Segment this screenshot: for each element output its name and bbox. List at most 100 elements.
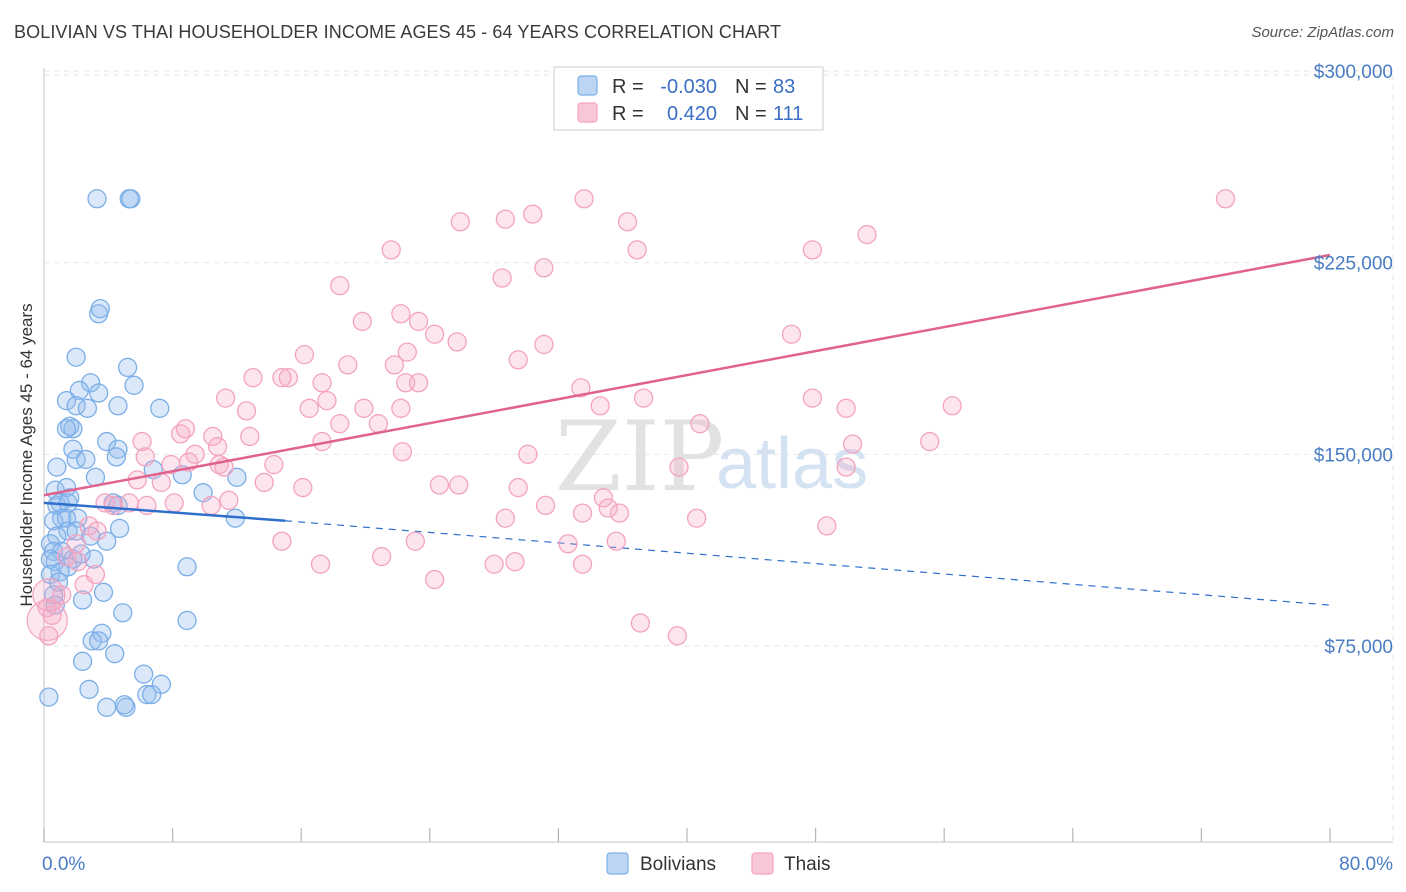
thais-point-100 xyxy=(505,552,525,572)
thais-point-92 xyxy=(558,534,578,554)
thais-point-18 xyxy=(447,332,467,352)
bolivians-point-71 xyxy=(89,631,109,651)
stats-legend-box xyxy=(553,66,824,131)
thais-point-79 xyxy=(201,495,221,516)
stats-legend: R = -0.030 N = 83 R = 0.420 N = 111 xyxy=(553,66,824,131)
bolivians-point-73 xyxy=(72,651,93,671)
thais-point-37 xyxy=(299,398,319,418)
thais-point-33 xyxy=(571,378,591,398)
thais-point-85 xyxy=(598,498,618,518)
thais-point-63 xyxy=(518,444,538,464)
legend-r-value-thais: 0.420 xyxy=(667,103,717,125)
legend-r-label-bolivians: R = xyxy=(612,76,644,98)
thais-point-97 xyxy=(68,552,88,572)
thais-point-84 xyxy=(572,503,593,523)
thais-point-52 xyxy=(920,431,940,452)
thais-point-55 xyxy=(185,444,205,464)
thais-point-21 xyxy=(294,345,315,365)
thais-point-67 xyxy=(151,472,171,493)
legend-swatch-bolivians xyxy=(577,75,598,96)
trend-lines-dashed xyxy=(285,520,1331,606)
bolivians-point-64 xyxy=(93,582,114,602)
bolivians-point-50 xyxy=(97,531,117,551)
thais-point-91 xyxy=(405,531,425,551)
bolivians-point-32 xyxy=(227,467,247,487)
legend-r-label-thais: R = xyxy=(612,103,644,125)
thais-point-5 xyxy=(617,212,638,232)
legend-r-value-bolivians: -0.030 xyxy=(660,76,717,98)
thais-point-82 xyxy=(609,503,630,523)
bottom-legend-label-thais: Thais xyxy=(784,854,830,875)
bolivians-point-78 xyxy=(142,684,162,705)
thais-point-3 xyxy=(495,209,516,229)
bolivians-point-4 xyxy=(90,299,110,319)
thais-point-8 xyxy=(627,240,647,260)
thais-point-16 xyxy=(424,324,445,344)
thais-point-41 xyxy=(836,398,856,418)
thais-point-22 xyxy=(338,355,358,375)
thais-point-71 xyxy=(449,475,469,495)
thais-point-73 xyxy=(593,488,614,508)
bolivians-point-61 xyxy=(177,557,197,577)
thais-point-96 xyxy=(56,546,77,567)
thais-point-51 xyxy=(842,434,863,454)
bolivians-point-67 xyxy=(113,603,133,623)
thais-point-87 xyxy=(817,516,837,536)
legend-n-label-thais: N = xyxy=(735,103,767,125)
bolivians-point-15 xyxy=(150,398,170,418)
bolivians-point-70 xyxy=(82,631,102,651)
thais-point-110 xyxy=(74,575,94,595)
thais-point-69 xyxy=(293,477,313,498)
thais-point-7 xyxy=(381,240,401,260)
thais-point-65 xyxy=(836,457,856,477)
thais-point-86 xyxy=(686,508,707,528)
thais-point-23 xyxy=(384,355,405,375)
bolivians-point-11 xyxy=(56,391,77,411)
thais-point-17 xyxy=(781,324,802,344)
thais-point-14 xyxy=(352,311,372,332)
thais-point-31 xyxy=(215,388,236,408)
thais-point-1 xyxy=(574,189,594,209)
axes xyxy=(43,68,1393,843)
source-credit: Source: ZipAtlas.com xyxy=(1251,24,1394,41)
thais-point-12 xyxy=(330,276,350,296)
thais-point-27 xyxy=(272,368,292,388)
bolivians-point-8 xyxy=(124,375,144,395)
bolivians-point-82 xyxy=(39,687,59,707)
legend-n-label-bolivians: N = xyxy=(735,76,767,98)
thais-point-61 xyxy=(264,454,284,475)
bolivians-point-18 xyxy=(56,419,77,439)
thais-point-10 xyxy=(534,258,554,278)
bolivians-point-19 xyxy=(97,431,117,452)
bottom-legend-swatch-bolivians xyxy=(606,852,629,875)
bolivians-point-76 xyxy=(79,679,99,700)
thais-point-101 xyxy=(572,554,593,574)
y-tick-label-3: $300,000 xyxy=(1314,62,1393,83)
thais-point-81 xyxy=(535,495,556,516)
thais-point-40 xyxy=(590,396,610,416)
bolivians-point-7 xyxy=(80,373,101,393)
bolivians-point-14 xyxy=(108,396,128,416)
trend-line-thais xyxy=(43,253,1331,497)
bolivians-point-22 xyxy=(47,457,67,477)
bolivians-point-47 xyxy=(47,526,67,546)
watermark: ZIP atlas xyxy=(555,401,868,513)
thais-point-4 xyxy=(450,212,470,232)
thais-point-109 xyxy=(667,626,688,646)
trend-line-bolivians xyxy=(43,501,286,523)
y-tick-labels: $75,000 $150,000 $225,000 $300,000 xyxy=(1314,62,1393,658)
thais-point-62 xyxy=(392,442,413,462)
chart-title: BOLIVIAN VS THAI HOUSEHOLDER INCOME AGES… xyxy=(14,22,782,42)
bolivians-point-75 xyxy=(151,674,171,694)
thais-point-6 xyxy=(857,224,877,245)
thais-point-89 xyxy=(87,521,107,541)
bolivians-point-6 xyxy=(117,357,138,378)
thais-point-64 xyxy=(669,457,689,477)
thais-point-24 xyxy=(508,350,528,370)
bolivians-point-79 xyxy=(97,697,117,717)
thais-point-70 xyxy=(429,475,450,495)
bolivians-point-21 xyxy=(108,439,128,459)
series-legend: Bolivians Thais xyxy=(606,852,830,875)
bolivians-point-16 xyxy=(60,416,80,436)
